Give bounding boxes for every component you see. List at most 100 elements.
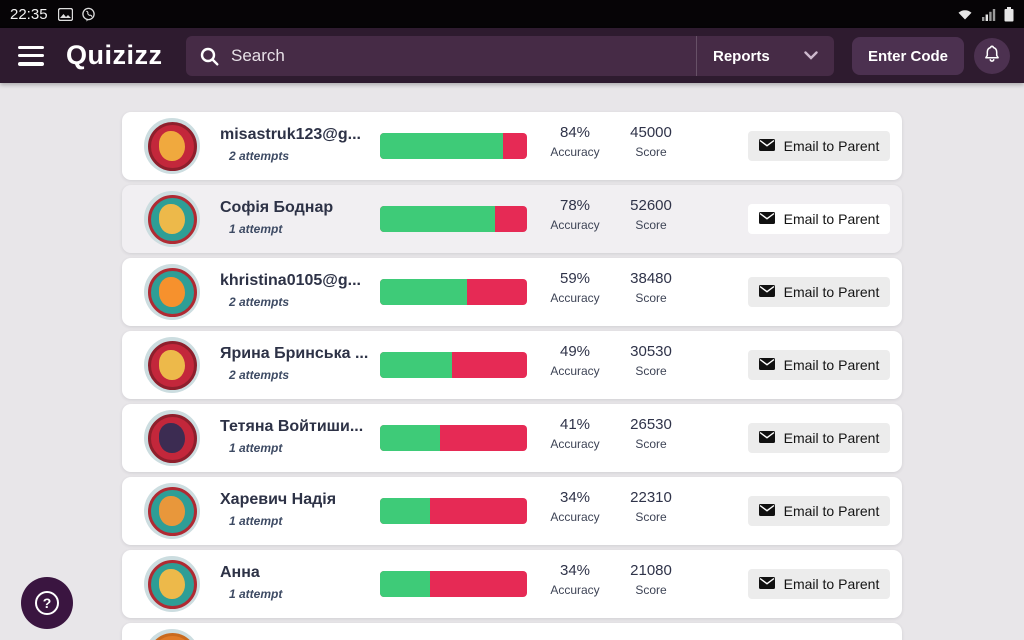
student-name: Анна [220,564,260,581]
help-icon: ? [35,591,59,615]
accuracy-label: Accuracy [550,364,600,378]
wifi-icon [956,7,974,21]
email-to-parent-label: Email to Parent [783,284,880,300]
accuracy-label: Accuracy [550,437,600,451]
email-to-parent-button[interactable]: Email to Parent [748,277,890,307]
accuracy-label: Accuracy [550,510,600,524]
student-name: Софія Боднар [220,199,334,216]
avatar [144,629,200,640]
student-name: Харевич Надія [220,491,337,508]
avatar [144,191,200,247]
attempts-count: 1 attempt [229,441,283,455]
horned-skull-avatar-icon [147,486,197,536]
viber-notification-icon [81,7,96,22]
accuracy-bar [380,571,527,597]
avatar [144,337,200,393]
email-to-parent-button[interactable]: Email to Parent [748,569,890,599]
reports-dropdown-label: Reports [713,47,770,65]
table-row[interactable]: Харевич Надія 1 attempt 34% Accuracy 22310… [122,477,902,545]
score-value: 45000 [630,124,672,141]
score-value: 26530 [630,416,672,433]
student-name: Тетяна Войтиши... [220,418,364,435]
cell-signal-icon [982,8,996,21]
envelope-icon [758,576,775,592]
chevron-down-icon [804,47,818,65]
score-value: 52600 [630,197,672,214]
avocado-avatar-icon [147,121,197,171]
accuracy-value: 78% [559,197,591,214]
table-row[interactable]: Ярина Бринська ... 2 attempts 49% Accuracy… [122,331,902,399]
envelope-icon [758,211,775,227]
table-row[interactable]: Анна 1 attempt 34% Accuracy 21080 Score Ema… [122,550,902,618]
accuracy-label: Accuracy [550,583,600,597]
email-to-parent-button[interactable]: Email to Parent [748,350,890,380]
accuracy-value: 34% [559,489,591,506]
status-bar: 22:35 [0,0,1024,28]
envelope-icon [758,430,775,446]
notifications-button[interactable] [974,38,1010,74]
accuracy-value: 34% [559,562,591,579]
accuracy-value: 41% [559,416,591,433]
score-value: 38480 [630,270,672,287]
attempts-count: 2 attempts [229,295,290,309]
accuracy-bar [380,133,527,159]
avatar [144,264,200,320]
student-name: khristina0105@g... [220,272,361,289]
attempts-count: 2 attempts [229,368,290,382]
clock: 22:35 [10,5,48,23]
envelope-icon [758,503,775,519]
bell-icon [983,44,1001,68]
reports-dropdown[interactable]: Reports [696,36,834,76]
email-to-parent-label: Email to Parent [783,576,880,592]
enter-code-button[interactable]: Enter Code [852,37,964,75]
accuracy-value: 49% [559,343,591,360]
score-label: Score [635,291,667,305]
table-row[interactable]: misastruk123@g... 2 attempts 84% Accuracy … [122,112,902,180]
email-to-parent-button[interactable]: Email to Parent [748,204,890,234]
score-value: 30530 [630,343,672,360]
battery-icon [1004,6,1014,22]
email-to-parent-button[interactable]: Email to Parent [748,423,890,453]
app-navbar: Quizizz Reports Enter Code [0,28,1024,83]
envelope-icon [758,138,775,154]
email-to-parent-button[interactable]: Email to Parent [748,131,890,161]
attempts-count: 2 attempts [229,149,290,163]
help-button[interactable]: ? [21,577,73,629]
score-label: Score [635,510,667,524]
email-to-parent-label: Email to Parent [783,138,880,154]
score-value: 22310 [630,489,672,506]
bottle-avatar-icon [147,194,197,244]
table-row[interactable]: Тетяна Войтиши... 1 attempt 41% Accuracy 2… [122,404,902,472]
attempts-count: 1 attempt [229,222,283,236]
student-name: misastruk123@g... [220,126,361,143]
table-row[interactable]: Софія Боднар 1 attempt 78% Accuracy 52600 S… [122,185,902,253]
email-to-parent-button[interactable]: Email to Parent [748,496,890,526]
accuracy-label: Accuracy [550,218,600,232]
attempts-count: 1 attempt [229,514,283,528]
avatar [144,410,200,466]
report-student-list: misastruk123@g... 2 attempts 84% Accuracy … [0,83,1024,640]
email-to-parent-label: Email to Parent [783,430,880,446]
accuracy-value: 84% [559,124,591,141]
envelope-icon [758,357,775,373]
accuracy-bar [380,352,527,378]
pizza-avatar-icon [147,559,197,609]
accuracy-bar [380,498,527,524]
score-value: 21080 [630,562,672,579]
score-label: Score [635,437,667,451]
accuracy-value: 59% [559,270,591,287]
score-label: Score [635,218,667,232]
accuracy-label: Accuracy [550,145,600,159]
table-row[interactable]: khristina0105@g... 2 attempts 59% Accuracy… [122,258,902,326]
menu-icon[interactable] [18,45,44,66]
score-label: Score [635,583,667,597]
score-label: Score [635,364,667,378]
accuracy-bar [380,425,527,451]
search-icon [200,47,219,66]
bat-avatar-icon [147,413,197,463]
search-bar[interactable]: Reports [186,36,834,76]
table-row[interactable] [122,623,902,640]
search-input[interactable] [231,46,696,66]
quizizz-logo: Quizizz [66,40,163,70]
avatar [144,556,200,612]
